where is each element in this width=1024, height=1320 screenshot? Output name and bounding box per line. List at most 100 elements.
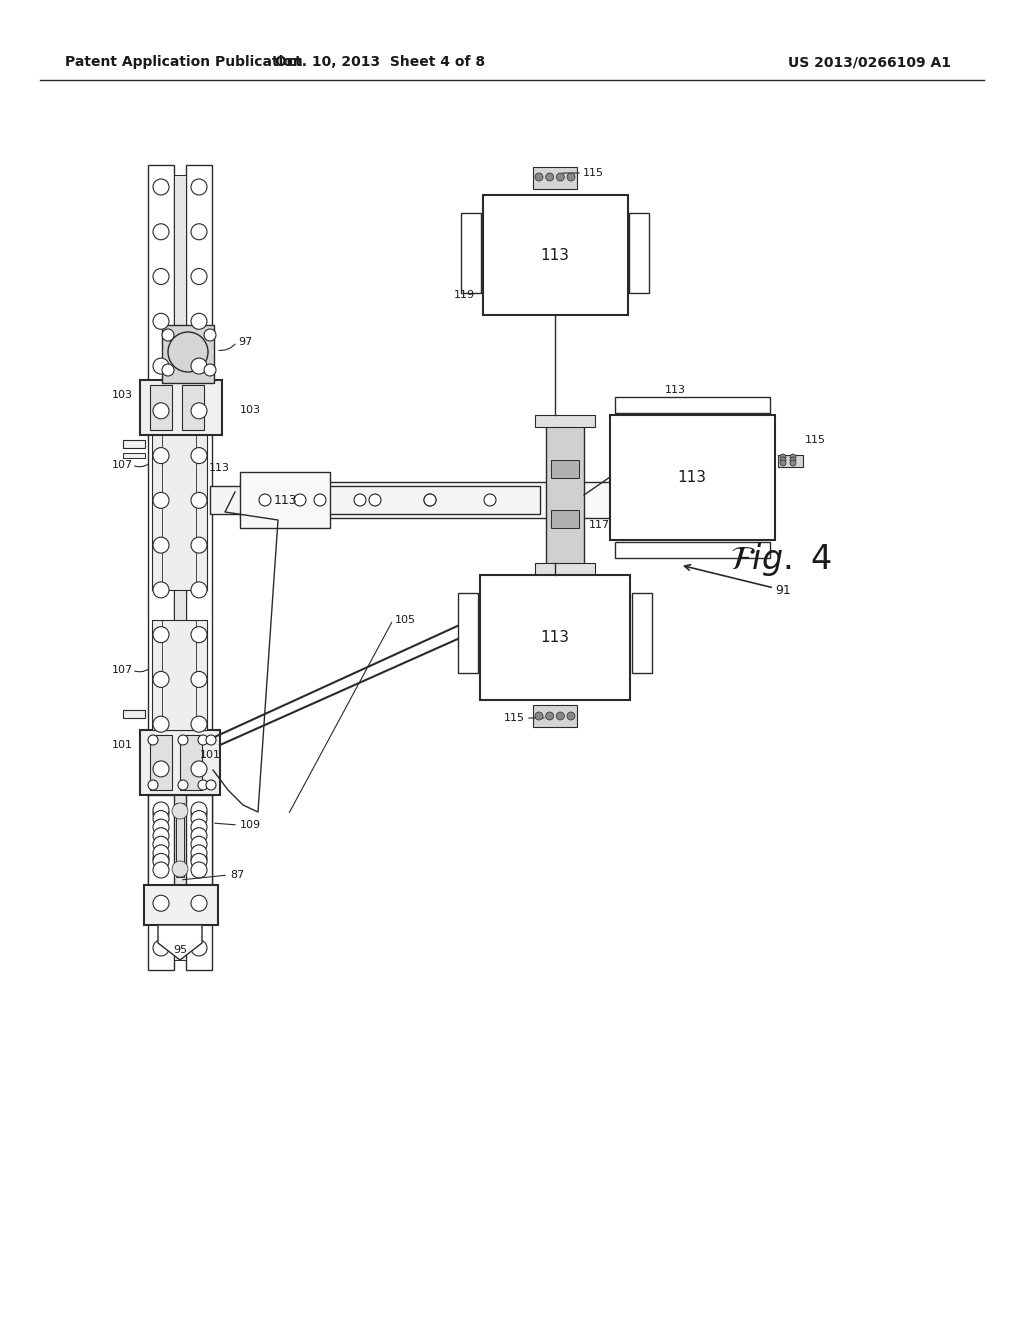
Text: 113: 113 — [273, 494, 297, 507]
Circle shape — [546, 173, 554, 181]
Circle shape — [191, 403, 207, 418]
Circle shape — [191, 537, 207, 553]
Circle shape — [206, 735, 216, 744]
Bar — [778, 455, 803, 467]
Circle shape — [153, 760, 169, 777]
Circle shape — [191, 760, 207, 777]
Circle shape — [153, 810, 169, 826]
Circle shape — [153, 268, 169, 285]
Circle shape — [259, 494, 271, 506]
Circle shape — [191, 803, 207, 818]
Circle shape — [204, 364, 216, 376]
Circle shape — [191, 828, 207, 843]
Circle shape — [191, 854, 207, 870]
Bar — [534, 168, 577, 189]
Circle shape — [191, 582, 207, 598]
Bar — [629, 213, 649, 293]
Bar — [123, 710, 145, 718]
Circle shape — [191, 313, 207, 329]
Bar — [461, 213, 481, 293]
Circle shape — [191, 358, 207, 374]
Polygon shape — [158, 925, 202, 960]
Bar — [615, 397, 770, 413]
Circle shape — [153, 403, 169, 418]
Circle shape — [191, 895, 207, 911]
Circle shape — [556, 173, 564, 181]
Bar — [186, 165, 212, 970]
Bar — [174, 176, 186, 960]
Circle shape — [172, 803, 188, 818]
Text: 113: 113 — [678, 470, 707, 484]
Bar — [535, 414, 595, 426]
Circle shape — [567, 711, 575, 719]
Text: 105: 105 — [395, 615, 416, 624]
Circle shape — [206, 780, 216, 789]
Text: Oct. 10, 2013  Sheet 4 of 8: Oct. 10, 2013 Sheet 4 of 8 — [274, 55, 485, 69]
Circle shape — [153, 837, 169, 853]
Circle shape — [780, 454, 786, 459]
Circle shape — [153, 492, 169, 508]
Circle shape — [204, 329, 216, 341]
Circle shape — [191, 820, 207, 836]
Circle shape — [153, 672, 169, 688]
Circle shape — [153, 805, 169, 822]
Circle shape — [191, 268, 207, 285]
Circle shape — [153, 895, 169, 911]
Circle shape — [153, 803, 169, 818]
Circle shape — [191, 492, 207, 508]
Circle shape — [153, 828, 169, 843]
Bar — [480, 576, 630, 700]
Circle shape — [153, 224, 169, 240]
Bar — [123, 440, 145, 447]
Circle shape — [535, 173, 543, 181]
Circle shape — [354, 494, 366, 506]
Circle shape — [191, 845, 207, 861]
Bar — [150, 735, 172, 789]
Bar — [144, 884, 218, 925]
Bar — [535, 564, 595, 576]
Bar — [551, 459, 579, 478]
Text: 113: 113 — [541, 630, 569, 644]
Circle shape — [153, 358, 169, 374]
Text: 115: 115 — [583, 168, 604, 178]
Text: 87: 87 — [230, 870, 245, 880]
Text: $\mathcal{F}ig.\ 4$: $\mathcal{F}ig.\ 4$ — [730, 541, 831, 578]
Circle shape — [153, 854, 169, 870]
Bar — [615, 543, 770, 558]
Text: 97: 97 — [238, 337, 252, 347]
Circle shape — [191, 940, 207, 956]
Circle shape — [191, 627, 207, 643]
Circle shape — [153, 850, 169, 866]
Bar — [152, 436, 207, 590]
Circle shape — [556, 711, 564, 719]
Circle shape — [198, 780, 208, 789]
Circle shape — [148, 735, 158, 744]
Bar — [180, 735, 202, 789]
Text: 117: 117 — [589, 520, 610, 531]
Bar — [182, 385, 204, 430]
Circle shape — [424, 494, 436, 506]
Circle shape — [191, 447, 207, 463]
Bar — [148, 795, 174, 884]
Bar — [176, 803, 184, 876]
Text: 113: 113 — [665, 385, 686, 395]
Bar — [210, 486, 540, 513]
Text: 113: 113 — [209, 463, 230, 473]
Circle shape — [153, 940, 169, 956]
Text: 107: 107 — [112, 665, 133, 675]
Bar — [123, 453, 145, 458]
Circle shape — [780, 457, 786, 463]
Circle shape — [172, 861, 188, 876]
Text: 115: 115 — [504, 713, 525, 723]
Text: 103: 103 — [112, 389, 133, 400]
Text: 119: 119 — [454, 290, 475, 300]
Circle shape — [294, 494, 306, 506]
Circle shape — [162, 364, 174, 376]
Circle shape — [191, 850, 207, 866]
Bar — [546, 422, 584, 568]
Circle shape — [162, 329, 174, 341]
Circle shape — [168, 333, 208, 372]
Circle shape — [191, 862, 207, 878]
Bar — [150, 385, 172, 430]
Circle shape — [153, 820, 169, 836]
